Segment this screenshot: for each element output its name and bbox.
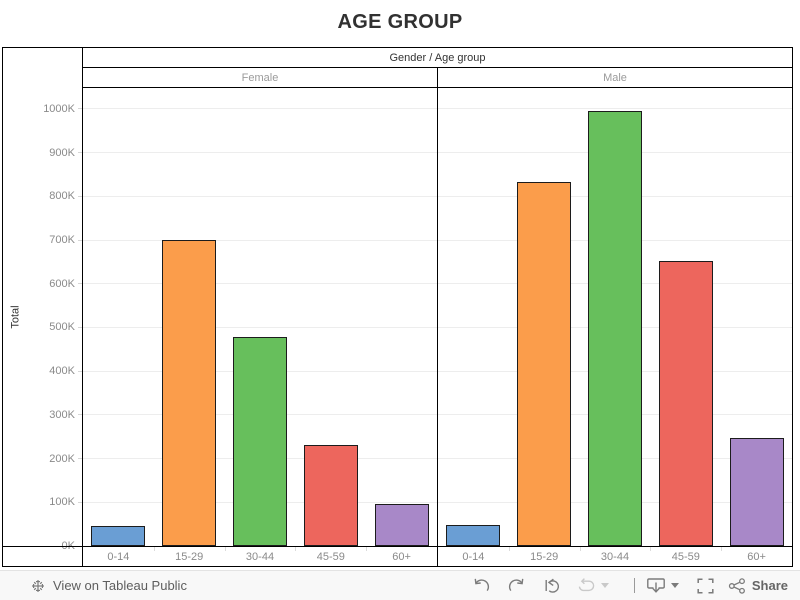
bar-female-30-44[interactable]: [233, 337, 287, 546]
undo-icon[interactable]: [472, 578, 490, 594]
panel-male: [438, 88, 792, 546]
y-tick-label: 1000K: [43, 102, 75, 115]
x-tick-label: 0-14: [462, 550, 485, 563]
redo-icon[interactable]: [508, 578, 526, 594]
y-tick-label: 700K: [49, 234, 75, 247]
view-on-tableau-public-link[interactable]: View on Tableau Public: [30, 578, 187, 594]
gridline: [83, 152, 437, 154]
x-tick-label: 15-29: [153, 547, 225, 566]
x-axis-labels-male: 0-14 15-29 30-44 45-59 60+: [438, 547, 792, 566]
refresh-caret-down-icon[interactable]: [600, 583, 609, 588]
x-tick-label: 30-44: [579, 547, 651, 566]
plot-row: Total 0K 100K 200K 300K 400K 500K 600K 700K 800K…: [3, 88, 792, 552]
x-tick-label: 30-44: [224, 547, 296, 566]
bar-female-0-14[interactable]: [91, 526, 146, 546]
y-tick-label: 600K: [49, 277, 75, 290]
y-tick-mark: [78, 458, 82, 460]
gridline: [83, 195, 437, 197]
viz-table: Gender / Age group Female Male Total 0K 1…: [2, 47, 793, 567]
tableau-logo-icon: [30, 578, 46, 594]
x-tick-label: 60+: [721, 547, 792, 566]
x-tick-label: 45-59: [650, 547, 721, 566]
toolbar-divider: [633, 578, 635, 593]
x-tick-label: 45-59: [295, 547, 366, 566]
y-tick-label: 900K: [49, 146, 75, 159]
gridline: [83, 327, 437, 328]
download-device-icon[interactable]: [646, 577, 666, 594]
y-tick-label: 800K: [49, 190, 75, 203]
y-tick-label: 500K: [49, 321, 75, 334]
y-tick-mark: [78, 501, 82, 503]
y-tick-label: 100K: [49, 496, 75, 509]
x-tick-label: 15-29: [508, 547, 580, 566]
y-tick-mark: [78, 414, 82, 416]
view-on-tableau-public-label: View on Tableau Public: [53, 578, 187, 593]
bar-male-15-29[interactable]: [517, 182, 572, 546]
y-tick-label: 400K: [49, 365, 75, 378]
y-tick-mark: [78, 326, 82, 328]
x-tick-mark: [650, 547, 652, 551]
y-tick-mark: [78, 152, 82, 154]
y-axis: Total 0K 100K 200K 300K 400K 500K 600K 700K 800K…: [3, 88, 83, 552]
y-tick-mark: [78, 370, 82, 372]
panel-header-female: Female: [83, 68, 438, 87]
page-title: AGE GROUP: [337, 11, 463, 33]
y-tick-label: 200K: [49, 452, 75, 465]
panel-headers: Female Male: [83, 68, 792, 88]
toolbar-buttons: Share: [472, 577, 788, 594]
bar-male-0-14[interactable]: [446, 525, 501, 546]
bar-female-60+[interactable]: [374, 504, 429, 546]
y-axis-title: Total: [10, 305, 22, 329]
x-tick-mark: [579, 547, 581, 551]
share-button[interactable]: Share: [751, 578, 788, 593]
x-tick-label: 60+: [366, 547, 437, 566]
x-axis-spacer: [3, 547, 83, 566]
gridline: [438, 108, 792, 110]
revert-icon[interactable]: [544, 578, 562, 594]
gridline: [83, 108, 437, 110]
tableau-toolbar: View on Tableau Public: [0, 570, 800, 600]
column-header: Gender / Age group: [83, 48, 792, 68]
bar-male-45-59[interactable]: [658, 261, 713, 546]
y-tick-label: 300K: [49, 408, 75, 421]
share-icon[interactable]: [728, 577, 746, 594]
x-tick-mark: [224, 547, 226, 551]
x-tick-mark: [508, 547, 510, 551]
fullscreen-icon[interactable]: [697, 577, 714, 594]
gridline: [83, 283, 437, 285]
x-tick-mark: [153, 547, 155, 551]
panel-female: [83, 88, 438, 546]
x-axis-row: 0-14 15-29 30-44 45-59 60+ 0-14 15-29 30-44 45-…: [3, 546, 792, 566]
download-caret-down-icon[interactable]: [670, 583, 679, 588]
y-tick-mark: [78, 108, 82, 110]
refresh-icon[interactable]: [576, 577, 596, 594]
gridline: [83, 239, 437, 241]
y-tick-mark: [78, 195, 82, 197]
bar-male-60+[interactable]: [729, 438, 784, 546]
bar-female-15-29[interactable]: [162, 240, 217, 546]
corner-cell: [3, 48, 83, 88]
y-tick-mark: [78, 283, 82, 285]
x-tick-mark: [721, 547, 723, 551]
panel-header-male: Male: [603, 71, 627, 84]
x-axis-labels-female: 0-14 15-29 30-44 45-59 60+: [83, 547, 438, 566]
x-tick-mark: [295, 547, 297, 551]
y-tick-mark: [78, 239, 82, 241]
bar-female-45-59[interactable]: [303, 445, 358, 546]
x-tick-mark: [366, 547, 368, 551]
x-tick-label: 0-14: [107, 550, 130, 563]
bar-male-30-44[interactable]: [588, 111, 642, 546]
